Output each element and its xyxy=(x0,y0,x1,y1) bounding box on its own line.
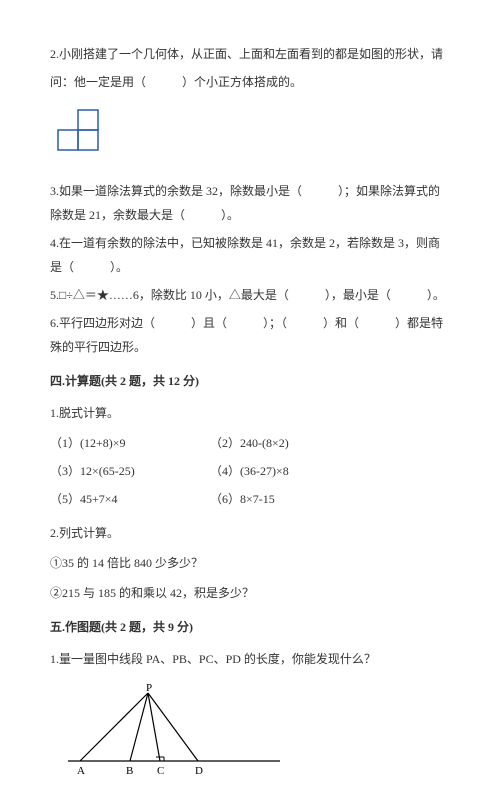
cube-figure xyxy=(56,108,450,161)
calc-4: （4）(36-27)×8 xyxy=(210,459,289,483)
question-2-line2: 问：他一定是用（ ）个小正方体搭成的。 xyxy=(50,70,450,94)
question-4: 4.在一道有余数的除法中，已知被除数是 41，余数是 2，若除数是 3，则商是（… xyxy=(50,231,450,279)
question-3: 3.如果一道除法算式的余数是 32，除数最小是（ ）；如果除法算式的除数是 21… xyxy=(50,179,450,227)
section-4-sub1: ①35 的 14 倍比 840 少多少？ xyxy=(50,551,450,575)
calc-1: （1）(12+8)×9 xyxy=(50,431,210,455)
calc-row-1: （1）(12+8)×9 （2）240-(8×2) xyxy=(50,431,450,455)
calc-6: （6）8×7-15 xyxy=(210,487,275,511)
question-2-line1: 2.小刚搭建了一个几何体，从正面、上面和左面看到的都是如图的形状，请 xyxy=(50,42,450,66)
triangle-svg: P A B C D xyxy=(68,683,288,778)
section-5-header: 五.作图题(共 2 题，共 9 分) xyxy=(50,615,450,639)
section-4-q2: 2.列式计算。 xyxy=(50,521,450,545)
label-p: P xyxy=(146,683,152,694)
section-4-sub2: ②215 与 185 的和乘以 42，积是多少？ xyxy=(50,581,450,605)
question-6: 6.平行四边形对边（ ）且（ ）；（ ）和（ ）都是特殊的平行四边形。 xyxy=(50,311,450,359)
label-b: B xyxy=(126,765,133,777)
section-4-header: 四.计算题(共 2 题，共 12 分) xyxy=(50,369,450,393)
calc-2: （2）240-(8×2) xyxy=(210,431,289,455)
triangle-figure: P A B C D xyxy=(68,683,450,786)
calc-row-2: （3）12×(65-25) （4）(36-27)×8 xyxy=(50,459,450,483)
calc-3: （3）12×(65-25) xyxy=(50,459,210,483)
label-d: D xyxy=(195,765,203,777)
cube-svg xyxy=(56,108,106,153)
calc-row-3: （5）45+7×4 （6）8×7-15 xyxy=(50,487,450,511)
label-c: C xyxy=(157,765,164,777)
section-5-q1: 1.量一量图中线段 PA、PB、PC、PD 的长度，你能发现什么？ xyxy=(50,647,450,671)
question-5: 5.□÷△＝★……6，除数比 10 小，△最大是（ ），最小是（ ）。 xyxy=(50,283,450,307)
label-a: A xyxy=(77,765,85,777)
section-4-q1: 1.脱式计算。 xyxy=(50,401,450,425)
calc-5: （5）45+7×4 xyxy=(50,487,210,511)
